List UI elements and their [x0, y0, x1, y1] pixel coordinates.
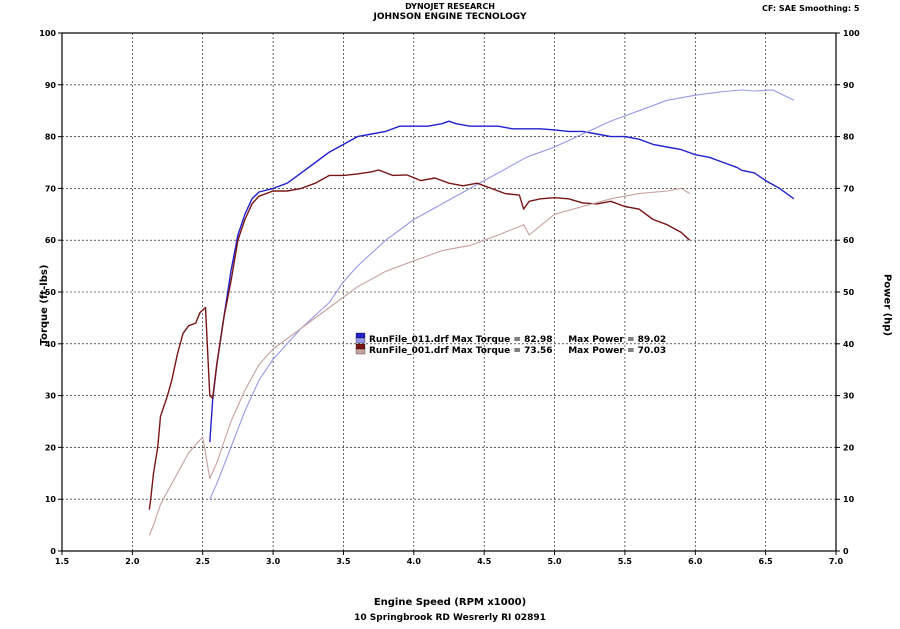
legend-swatch-top: [355, 343, 366, 350]
y-tick-label-right: 90: [843, 81, 855, 90]
x-axis-label: Engine Speed (RPM x1000): [373, 597, 527, 608]
x-tick-label: 1.5: [55, 557, 70, 566]
x-tick-label: 4.0: [407, 557, 422, 566]
series-layer: [148, 89, 795, 536]
x-tick-label: 3.0: [266, 557, 281, 566]
footer-address: 10 Springbrook RD Wesrerly RI 02891: [354, 613, 546, 623]
y-tick-label-left: 50: [45, 288, 57, 297]
y-tick-label-right: 60: [843, 236, 855, 245]
series-line-3: [148, 169, 691, 510]
y-tick-label-left: 30: [45, 392, 57, 401]
y-tick-label-left: 70: [45, 184, 57, 193]
legend-swatch-bottom: [355, 337, 366, 344]
y-tick-label-left: 60: [45, 236, 57, 245]
x-tick-label: 5.0: [547, 557, 562, 566]
series-line-2: [209, 89, 795, 500]
y-tick-label-right: 100: [843, 29, 860, 38]
legend-swatch-bottom: [355, 348, 366, 355]
y-tick-label-right: 0: [843, 547, 849, 556]
y-tick-label-right: 20: [843, 443, 855, 452]
y-tick-label-left: 0: [50, 547, 56, 556]
correction-factor-info: CF: SAE Smoothing: 5: [762, 4, 860, 13]
x-tick-label: 6.5: [759, 557, 774, 566]
chart-maker-title: DYNOJET RESEARCH: [405, 2, 495, 11]
axis-layer: 1.5 2.0 2.5 3.0 3.5 4.0 4.5 5.0 5.5 6.0 6.5 7.00 010…: [39, 29, 860, 566]
legend-swatch-top: [355, 332, 366, 339]
series-line-4: [148, 187, 690, 536]
legend-entry: RunFile_011.drf Max Torque = 82.98 Max P…: [369, 335, 666, 345]
y-tick-label-left: 90: [45, 81, 57, 90]
x-tick-label: 5.5: [618, 557, 633, 566]
x-tick-label: 3.5: [336, 557, 351, 566]
y-tick-label-right: 80: [843, 133, 855, 142]
chart-title: JOHNSON ENGINE TECNOLOGY: [373, 12, 527, 22]
legend: RunFile_011.drf Max Torque = 82.98 Max P…: [355, 332, 666, 356]
x-tick-label: 7.0: [829, 557, 844, 566]
y-tick-label-right: 40: [843, 340, 855, 349]
x-tick-label: 2.0: [125, 557, 140, 566]
series-line-1: [209, 120, 795, 443]
legend-entry: RunFile_001.drf Max Torque = 73.56 Max P…: [369, 346, 666, 356]
y-tick-label-right: 70: [843, 184, 855, 193]
y-tick-label-left: 10: [45, 495, 57, 504]
y-tick-label-right: 50: [843, 288, 855, 297]
y-tick-label-left: 40: [45, 340, 57, 349]
y-tick-label-right: 10: [843, 495, 855, 504]
y-tick-label-left: 80: [45, 133, 57, 142]
x-tick-label: 2.5: [196, 557, 211, 566]
x-tick-label: 6.0: [688, 557, 703, 566]
y-tick-label-right: 30: [843, 392, 855, 401]
y-tick-label-left: 100: [39, 29, 56, 38]
grid-layer: [62, 33, 836, 551]
y-tick-label-left: 20: [45, 443, 57, 452]
x-tick-label: 4.5: [477, 557, 492, 566]
